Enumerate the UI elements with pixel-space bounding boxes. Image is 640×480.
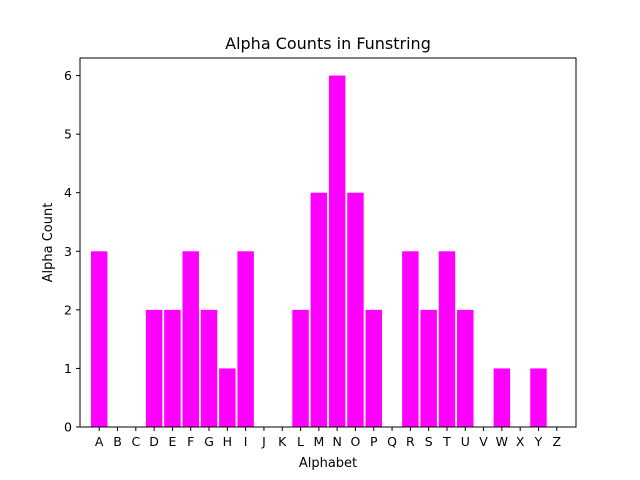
- bar-R: [402, 251, 419, 427]
- bar-S: [420, 309, 437, 427]
- y-tick-label: 6: [64, 68, 72, 83]
- x-tick-label: J: [261, 434, 266, 449]
- y-axis-label: Alpha Count: [41, 203, 56, 283]
- bar-N: [328, 75, 346, 427]
- bar-I: [237, 251, 254, 427]
- y-tick-label: 3: [64, 244, 72, 259]
- x-tick-label: H: [223, 434, 232, 449]
- x-tick-label: L: [297, 434, 304, 449]
- bar-Y: [530, 368, 547, 427]
- x-tick-label: U: [461, 434, 470, 449]
- x-tick-label: V: [479, 434, 488, 449]
- plot-area-frame: [79, 57, 577, 428]
- y-tick-label: 1: [64, 361, 72, 376]
- x-tick-label: I: [244, 434, 248, 449]
- x-tick-label: P: [370, 434, 378, 449]
- bar-U: [457, 309, 474, 427]
- x-tick-label: N: [332, 434, 341, 449]
- x-tick-label: Q: [387, 434, 397, 449]
- bar-W: [493, 368, 511, 427]
- bar-P: [365, 309, 382, 427]
- x-tick-label: Z: [552, 434, 561, 449]
- y-tick-label: 4: [64, 185, 72, 200]
- x-tick-label: F: [187, 434, 194, 449]
- bar-A: [90, 251, 108, 427]
- bar-O: [347, 192, 364, 427]
- bar-L: [292, 309, 309, 427]
- x-tick-label: W: [496, 434, 508, 449]
- x-tick-label: Y: [534, 434, 543, 449]
- x-tick-label: D: [149, 434, 159, 449]
- x-tick-label: G: [204, 434, 214, 449]
- x-tick-label: S: [425, 434, 433, 449]
- y-tick-label: 5: [64, 127, 72, 142]
- bars-layer: [90, 75, 547, 427]
- bar-F: [182, 251, 199, 427]
- x-tick-label: K: [278, 434, 287, 449]
- x-tick-label: B: [113, 434, 122, 449]
- y-tick-label: 2: [64, 302, 72, 317]
- y-axis-ticks: 0 1 2 3 4 5 6: [64, 68, 80, 435]
- chart-title: Alpha Counts in Funstring: [225, 34, 431, 53]
- x-tick-label: A: [95, 434, 104, 449]
- x-tick-label: O: [351, 434, 361, 449]
- bar-D: [145, 309, 163, 427]
- x-tick-label: T: [442, 434, 451, 449]
- bar-T: [438, 251, 456, 427]
- bar-M: [310, 192, 328, 427]
- x-tick-label: X: [516, 434, 525, 449]
- y-tick-label: 0: [64, 420, 72, 435]
- x-tick-label: C: [131, 434, 140, 449]
- bar-H: [219, 368, 236, 427]
- x-axis-label: Alphabet: [299, 456, 357, 471]
- bar-G: [200, 309, 218, 427]
- x-tick-label: E: [168, 434, 176, 449]
- x-tick-label: R: [406, 434, 415, 449]
- x-tick-label: M: [313, 434, 324, 449]
- bar-E: [164, 309, 181, 427]
